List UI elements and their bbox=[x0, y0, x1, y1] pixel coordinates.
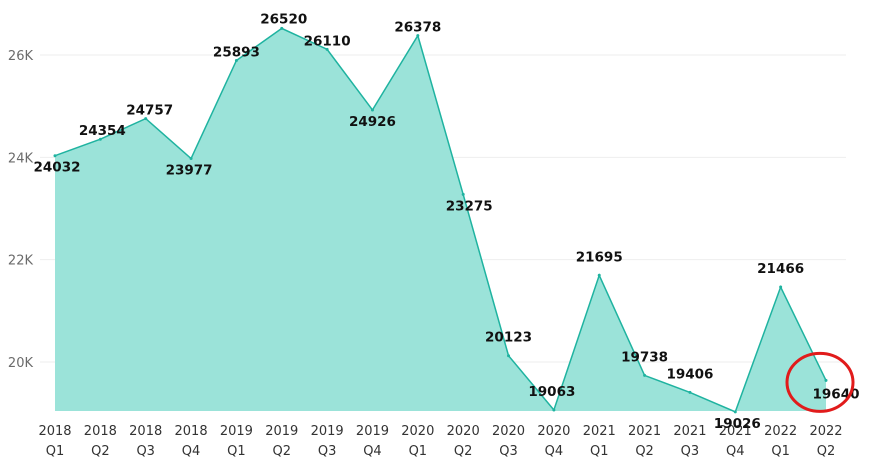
data-point bbox=[824, 378, 828, 382]
x-tick-year: 2019 bbox=[265, 424, 298, 439]
data-label: 20123 bbox=[485, 330, 532, 346]
data-point bbox=[597, 273, 601, 277]
y-tick-label: 26K bbox=[8, 49, 34, 64]
x-tick-year: 2021 bbox=[628, 424, 661, 439]
x-tick-year: 2020 bbox=[537, 424, 570, 439]
annotations bbox=[785, 351, 855, 413]
x-tick-quarter: Q3 bbox=[499, 444, 518, 459]
data-label: 19026 bbox=[714, 416, 761, 432]
x-tick-year: 2021 bbox=[673, 424, 706, 439]
x-tick-quarter: Q2 bbox=[635, 444, 654, 459]
x-tick-quarter: Q2 bbox=[91, 444, 110, 459]
x-tick-quarter: Q1 bbox=[771, 444, 790, 459]
data-point bbox=[234, 58, 238, 62]
y-tick-label: 22K bbox=[8, 254, 34, 269]
data-label: 24926 bbox=[349, 114, 396, 130]
x-tick-year: 2020 bbox=[401, 424, 434, 439]
y-axis: 20K 22K 24K 26K bbox=[8, 49, 34, 371]
x-tick-year: 2022 bbox=[809, 424, 842, 439]
data-label: 24032 bbox=[34, 160, 81, 176]
data-point bbox=[370, 108, 374, 112]
data-point bbox=[552, 408, 556, 412]
data-label: 24354 bbox=[79, 123, 126, 139]
data-point bbox=[643, 373, 647, 377]
x-tick-quarter: Q1 bbox=[227, 444, 246, 459]
x-tick-year: 2019 bbox=[311, 424, 344, 439]
x-tick-year: 2022 bbox=[764, 424, 797, 439]
x-tick-quarter: Q2 bbox=[454, 444, 473, 459]
data-label: 26378 bbox=[394, 20, 441, 36]
data-label: 26520 bbox=[260, 11, 307, 27]
x-tick-quarter: Q3 bbox=[318, 444, 337, 459]
x-tick-quarter: Q1 bbox=[590, 444, 609, 459]
data-point bbox=[461, 192, 465, 196]
data-point bbox=[325, 47, 329, 51]
data-point bbox=[733, 410, 737, 414]
data-label: 24757 bbox=[126, 103, 173, 119]
data-label: 23275 bbox=[446, 198, 493, 214]
data-point bbox=[189, 157, 193, 161]
series-area bbox=[53, 26, 828, 414]
x-tick-quarter: Q1 bbox=[409, 444, 428, 459]
y-tick-label: 20K bbox=[8, 356, 34, 371]
data-label: 21695 bbox=[576, 249, 623, 265]
x-tick-year: 2020 bbox=[447, 424, 480, 439]
data-point bbox=[53, 154, 57, 158]
data-label: 19063 bbox=[528, 384, 575, 400]
x-tick-year: 2019 bbox=[220, 424, 253, 439]
data-point bbox=[779, 285, 783, 289]
x-tick-year: 2019 bbox=[356, 424, 389, 439]
x-tick-quarter: Q4 bbox=[182, 444, 201, 459]
data-point bbox=[416, 34, 420, 38]
x-tick-quarter: Q3 bbox=[136, 444, 155, 459]
data-point bbox=[98, 137, 102, 141]
data-label: 19738 bbox=[621, 349, 668, 365]
x-tick-quarter: Q2 bbox=[817, 444, 836, 459]
x-tick-year: 2020 bbox=[492, 424, 525, 439]
data-point bbox=[144, 117, 148, 121]
area-fill bbox=[55, 28, 826, 412]
highlight-circle bbox=[785, 351, 855, 413]
series-line bbox=[54, 27, 827, 413]
x-tick-quarter: Q4 bbox=[545, 444, 564, 459]
x-tick-year: 2021 bbox=[583, 424, 616, 439]
x-tick-year: 2018 bbox=[175, 424, 208, 439]
x-tick-year: 2018 bbox=[38, 424, 71, 439]
data-point bbox=[507, 354, 511, 358]
x-tick-year: 2021 bbox=[719, 424, 752, 439]
x-axis: 2018 Q1 2018 Q2 2018 Q3 2018 Q4 2019 Q1 2019 Q2 2019… bbox=[38, 424, 842, 459]
data-point bbox=[280, 26, 284, 30]
x-tick-quarter: Q4 bbox=[726, 444, 745, 459]
x-tick-year: 2018 bbox=[84, 424, 117, 439]
x-tick-quarter: Q3 bbox=[681, 444, 700, 459]
data-label: 21466 bbox=[757, 261, 804, 277]
data-label: 26110 bbox=[304, 33, 351, 49]
data-point bbox=[688, 390, 692, 394]
x-tick-year: 2018 bbox=[129, 424, 162, 439]
x-tick-quarter: Q2 bbox=[273, 444, 292, 459]
data-label: 23977 bbox=[166, 163, 213, 179]
x-tick-quarter: Q1 bbox=[46, 444, 65, 459]
x-tick-quarter: Q4 bbox=[363, 444, 382, 459]
data-label: 19406 bbox=[666, 366, 713, 382]
y-tick-label: 24K bbox=[8, 151, 34, 166]
data-label: 25893 bbox=[213, 44, 260, 60]
